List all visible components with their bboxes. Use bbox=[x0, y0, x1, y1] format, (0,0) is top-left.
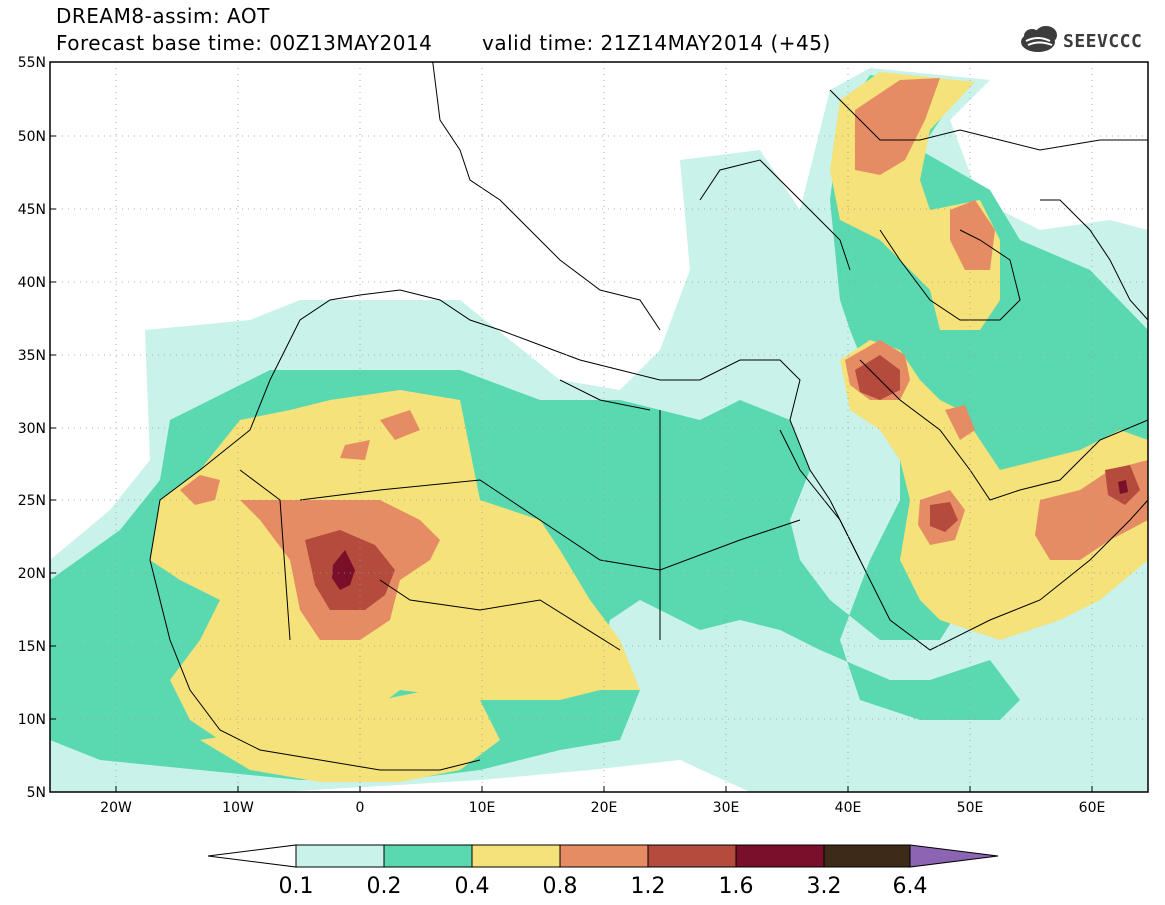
colorbar-label: 0.4 bbox=[455, 874, 490, 899]
colorbar: 0.1 0.2 0.4 0.8 1.2 1.6 3.2 6.4 bbox=[207, 844, 999, 899]
colorbar-swatch bbox=[735, 844, 825, 868]
colorbar-label: 1.2 bbox=[631, 874, 666, 899]
lat-label: 55N bbox=[18, 55, 46, 71]
lat-labels: 55N 50N 45N 40N 35N 30N 25N 20N 15N 10N … bbox=[18, 55, 46, 801]
axis-ticks bbox=[50, 61, 1093, 793]
lat-label: 35N bbox=[18, 348, 46, 364]
lon-label: 30E bbox=[713, 800, 740, 816]
base-time: Forecast base time: 00Z13MAY2014 bbox=[56, 31, 433, 55]
aot-contour-0.4-arabia bbox=[840, 340, 1148, 640]
lon-label: 60E bbox=[1079, 800, 1106, 816]
colorbar-swatch bbox=[647, 844, 737, 868]
colorbar-swatch bbox=[823, 844, 911, 868]
colorbar-right-arrow bbox=[909, 844, 999, 868]
logo-text: SEEVCCC bbox=[1063, 31, 1143, 52]
lon-label: 50E bbox=[957, 800, 984, 816]
lon-label: 10W bbox=[222, 800, 254, 816]
colorbar-swatch bbox=[383, 844, 473, 868]
colorbar-swatch bbox=[471, 844, 561, 868]
lat-label: 50N bbox=[18, 129, 46, 145]
lon-label: 20W bbox=[100, 800, 132, 816]
aot-contour-0.8-north-africa bbox=[180, 410, 420, 505]
colorbar-label: 0.1 bbox=[279, 874, 314, 899]
lon-label: 40E bbox=[835, 800, 862, 816]
colorbar-label: 3.2 bbox=[807, 874, 842, 899]
lon-label: 10E bbox=[469, 800, 496, 816]
lat-label: 45N bbox=[18, 202, 46, 218]
forecast-times: Forecast base time: 00Z13MAY2014 valid ti… bbox=[56, 31, 830, 55]
lat-label: 20N bbox=[18, 566, 46, 582]
lat-label: 40N bbox=[18, 275, 46, 291]
lon-labels: 20W 10W 0 10E 20E 30E 40E 50E 60E bbox=[100, 800, 1105, 816]
aot-contour-0.4-coast bbox=[200, 690, 500, 782]
lon-label: 0 bbox=[356, 800, 365, 816]
lat-label: 10N bbox=[18, 712, 46, 728]
cloud-logo-icon bbox=[1021, 26, 1057, 52]
lat-label: 5N bbox=[27, 785, 46, 801]
colorbar-label: 6.4 bbox=[893, 874, 928, 899]
aot-contour-0.8-arabia bbox=[845, 340, 1148, 560]
valid-time: valid time: 21Z14MAY2014 (+45) bbox=[482, 31, 831, 55]
map-frame bbox=[49, 61, 1149, 793]
colorbar-label: 1.6 bbox=[719, 874, 754, 899]
colorbar-label: 0.2 bbox=[367, 874, 402, 899]
lat-label: 30N bbox=[18, 421, 46, 437]
aot-contour-1.2 bbox=[305, 355, 1140, 610]
map-title: DREAM8-assim: AOT bbox=[56, 4, 270, 28]
lon-label: 20E bbox=[591, 800, 618, 816]
lat-label: 25N bbox=[18, 493, 46, 509]
colorbar-left-arrow bbox=[207, 844, 297, 868]
colorbar-label: 0.8 bbox=[543, 874, 578, 899]
colorbar-swatch bbox=[295, 844, 385, 868]
aot-contour-0.8-caspian bbox=[855, 78, 995, 270]
lat-label: 15N bbox=[18, 639, 46, 655]
aot-fields bbox=[50, 68, 1148, 792]
coastlines bbox=[149, 62, 1148, 771]
colorbar-swatch bbox=[559, 844, 649, 868]
